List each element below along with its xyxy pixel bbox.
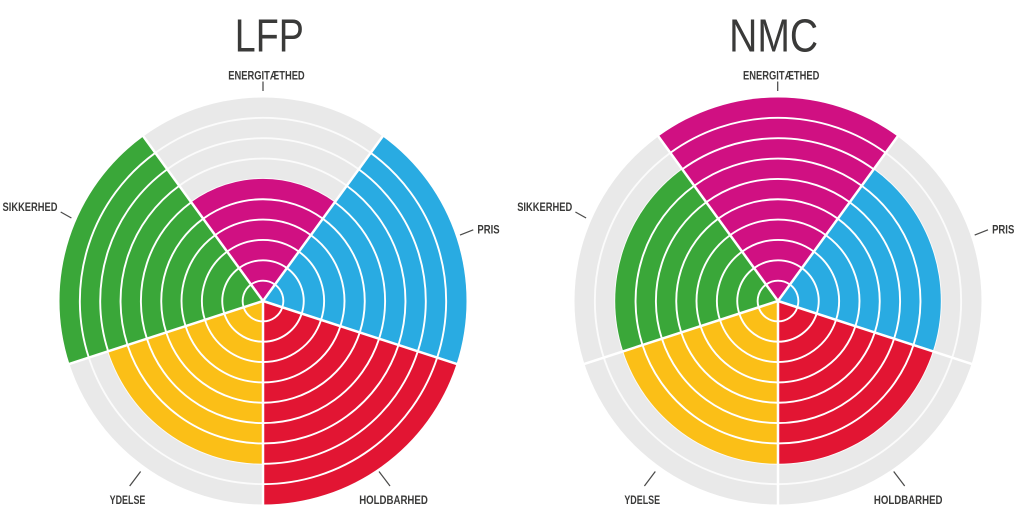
svg-text:PRIS: PRIS [477, 223, 499, 237]
svg-text:PRIS: PRIS [992, 223, 1014, 237]
svg-text:SIKKERHED: SIKKERHED [3, 200, 58, 214]
svg-text:SIKKERHED: SIKKERHED [517, 200, 572, 214]
svg-text:YDELSE: YDELSE [624, 493, 660, 507]
svg-text:YDELSE: YDELSE [110, 493, 146, 507]
svg-text:HOLDBARHED: HOLDBARHED [359, 493, 428, 507]
svg-text:NMC: NMC [729, 10, 818, 62]
svg-text:LFP: LFP [235, 10, 304, 62]
svg-text:HOLDBARHED: HOLDBARHED [874, 493, 943, 507]
svg-text:ENERGITÆTHED: ENERGITÆTHED [743, 68, 820, 82]
svg-text:ENERGITÆTHED: ENERGITÆTHED [228, 68, 305, 82]
